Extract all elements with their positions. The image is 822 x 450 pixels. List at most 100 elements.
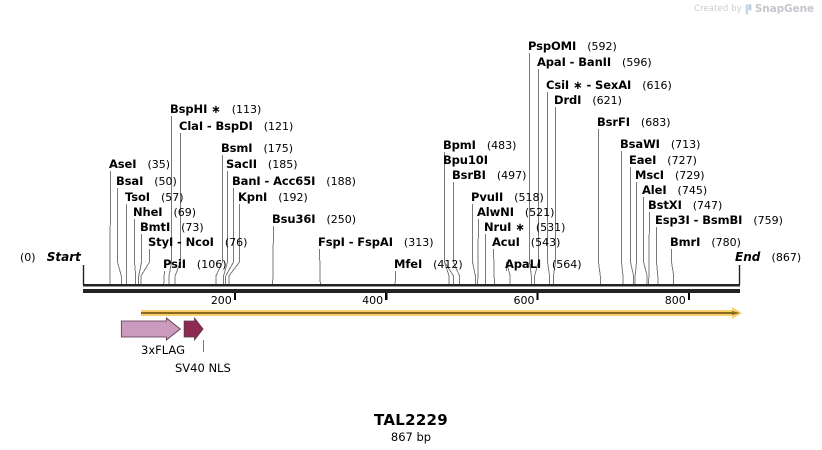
leader-line-apali [506, 261, 511, 284]
leader-line-psii [163, 270, 165, 285]
enzyme-label-bsrbi[interactable]: BsrBI (497) [452, 169, 526, 182]
ruler-label-200: 200 [210, 294, 232, 307]
leader-line-bsrbi [453, 182, 460, 284]
leader-line-bstxi [648, 211, 650, 285]
leader-line-pspomi [529, 53, 532, 284]
enzyme-name: BstXI [648, 198, 682, 212]
enzyme-label-bpu10i[interactable]: Bpu10I [443, 154, 488, 166]
enzyme-label-eaei[interactable]: EaeI (727) [629, 154, 697, 167]
enzyme-name: BsaWI [620, 137, 660, 151]
enzyme-label-bpmi[interactable]: BpmI (483) [443, 139, 516, 152]
enzyme-label-bsai[interactable]: BsaI (50) [116, 175, 177, 188]
enzyme-position: (727) [656, 154, 697, 167]
enzyme-position: (76) [213, 236, 248, 249]
enzyme-name: PsiI [163, 257, 186, 271]
enzyme-position: (616) [631, 79, 672, 92]
enzyme-name: AleI [642, 183, 667, 197]
enzyme-name: BsmI [221, 141, 253, 155]
enzyme-label-bsrfi[interactable]: BsrFI (683) [597, 116, 671, 129]
enzyme-name: FspI [318, 235, 345, 249]
enzyme-label-msci[interactable]: MscI (729) [635, 169, 705, 182]
leader-line-bsphi [168, 116, 172, 284]
feature-arrow-nls[interactable] [183, 316, 204, 342]
enzyme-label-clai[interactable]: ClaI - BspDI (121) [179, 120, 293, 133]
enzyme-name: MfeI [394, 257, 423, 271]
leader-line-eaei [630, 167, 635, 284]
leader-line-pvuii [472, 204, 476, 284]
enzyme-label-sacii[interactable]: SacII (185) [226, 158, 298, 171]
enzyme-label-mfei[interactable]: MfeI (412) [394, 258, 463, 271]
ruler-label-600: 600 [513, 294, 535, 307]
enzyme-star-marker: ∗ [569, 78, 583, 92]
enzyme-label-esp3i[interactable]: Esp3I - BsmBI (759) [655, 214, 783, 227]
leader-line-bsu36i [272, 225, 274, 285]
enzyme-name: ClaI [179, 119, 204, 133]
leader-line-sacii [223, 171, 228, 284]
enzyme-label-bstxi[interactable]: BstXI (747) [648, 199, 722, 212]
enzyme-label-bmti[interactable]: BmtI (73) [140, 221, 204, 234]
enzyme-name: BanI [232, 174, 261, 188]
enzyme-label-alei[interactable]: AleI (745) [642, 184, 707, 197]
enzyme-label-bsawi[interactable]: BsaWI (713) [620, 138, 700, 151]
enzyme-label-pspomi[interactable]: PspOMI (592) [528, 40, 617, 53]
enzyme-name: MscI [635, 168, 664, 182]
enzyme-label-acui[interactable]: AcuI (543) [492, 236, 560, 249]
enzyme-label-styi[interactable]: StyI - NcoI (76) [148, 236, 247, 249]
enzyme-label-fspi[interactable]: FspI - FspAI (313) [318, 236, 434, 249]
enzyme-position: (592) [576, 40, 617, 53]
enzyme-label-apai[interactable]: ApaI - BanII (596) [537, 56, 652, 69]
enzyme-label-bsphi[interactable]: BspHI ∗ (113) [170, 103, 261, 116]
enzyme-position: (543) [519, 236, 561, 249]
enzyme-name-separator: - [565, 55, 579, 69]
enzyme-label-nhei[interactable]: NheI (69) [133, 206, 196, 219]
enzyme-label-asei[interactable]: AseI (35) [109, 158, 170, 171]
enzyme-name: PvuII [471, 190, 504, 204]
leader-line-fspi [319, 248, 321, 285]
enzyme-name-alt: BspDI [215, 119, 253, 133]
leader-line-clai [174, 133, 181, 284]
enzyme-position: (188) [315, 175, 356, 188]
enzyme-name: StyI [148, 235, 174, 249]
sequence-backbone [83, 284, 740, 293]
leader-line-bani [225, 188, 234, 284]
enzyme-label-bsmi[interactable]: BsmI (175) [221, 142, 293, 155]
enzyme-label-bsu36i[interactable]: Bsu36I (250) [272, 213, 356, 226]
enzyme-name-separator: - [582, 78, 596, 92]
enzyme-name: SacII [226, 157, 257, 171]
enzyme-label-drdi[interactable]: DrdI (621) [554, 94, 622, 107]
enzyme-name: Bpu10I [443, 153, 488, 167]
enzyme-position: (531) [524, 221, 566, 234]
enzyme-name: Esp3I [655, 213, 690, 227]
enzyme-position: (780) [700, 236, 741, 249]
enzyme-label-alwni[interactable]: AlwNI (521) [477, 206, 554, 219]
enzyme-label-nrui[interactable]: NruI ∗ (531) [484, 221, 565, 234]
enzyme-position: (73) [170, 221, 204, 234]
enzyme-name: PspOMI [528, 39, 577, 53]
leader-line-bpu10i [444, 167, 454, 284]
leader-line-bsmi [215, 155, 223, 284]
enzyme-position: (175) [252, 142, 294, 155]
enzyme-name-alt: BanII [578, 55, 612, 69]
feature-label-sv40-nls: SV40 NLS [175, 361, 231, 375]
enzyme-name: BpmI [443, 138, 476, 152]
enzyme-label-apali[interactable]: ApaLI (564) [505, 258, 582, 271]
enzyme-label-psii[interactable]: PsiI (106) [163, 258, 227, 271]
enzyme-label-pvuii[interactable]: PvuII (518) [471, 191, 544, 204]
enzyme-label-bani[interactable]: BanI - Acc65I (188) [232, 175, 356, 188]
sequence-start-label: (0) Start [20, 251, 81, 264]
enzyme-label-tsoi[interactable]: TsoI (57) [125, 191, 184, 204]
leader-line-nhei [134, 219, 137, 284]
enzyme-name-alt: BsmBI [702, 213, 743, 227]
enzyme-label-kpni[interactable]: KpnI (192) [238, 191, 308, 204]
ruler-label-800: 800 [664, 294, 686, 307]
enzyme-position: (483) [475, 139, 517, 152]
leader-line-csii [547, 92, 551, 284]
enzyme-label-csii[interactable]: CsiI ∗ - SexAI (616) [546, 79, 672, 92]
enzyme-name: AseI [109, 157, 137, 171]
orientation-arrow [141, 307, 742, 319]
leader-line-alei [643, 197, 648, 284]
enzyme-name: BspHI [170, 102, 208, 116]
enzyme-label-bmri[interactable]: BmrI (780) [670, 236, 741, 249]
enzyme-name-alt: SexAI [595, 78, 632, 92]
feature-arrow-flag[interactable] [120, 317, 181, 341]
